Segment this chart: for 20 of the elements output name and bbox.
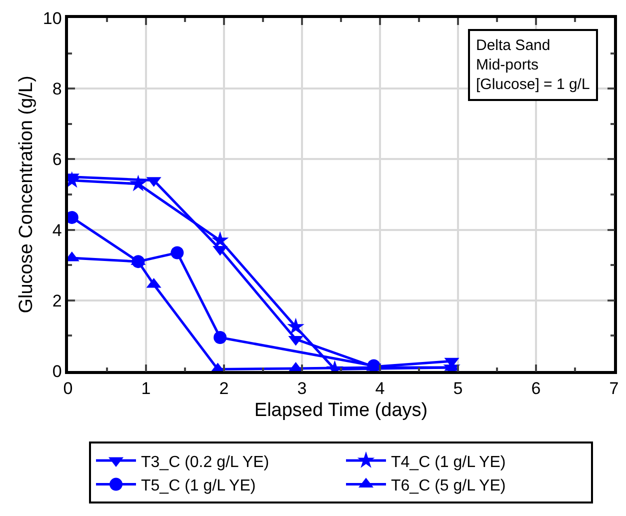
y-tick-label: 6 (52, 150, 62, 170)
legend-label: T6_C (5 g/L YE) (391, 478, 506, 495)
y-tick-label: 4 (52, 220, 62, 240)
x-tick-label: 6 (531, 379, 541, 398)
legend-label: T3_C (0.2 g/L YE) (141, 454, 270, 471)
x-tick-label: 4 (375, 379, 385, 398)
legend-label: T4_C (1 g/L YE) (391, 454, 506, 471)
x-tick-label: 5 (453, 379, 463, 398)
y-tick-label: 8 (52, 80, 62, 99)
x-tick-label: 3 (297, 379, 307, 398)
x-tick-label: 2 (219, 379, 229, 398)
y-tick-label: 2 (52, 291, 62, 310)
legend-label: T5_C (1 g/L YE) (141, 478, 256, 495)
annotation: Delta Sand Mid-ports [Glucose] = 1 g/L (476, 37, 590, 93)
x-axis-title: Elapsed Time (days) (254, 400, 428, 421)
x-tick-label: 7 (609, 379, 619, 398)
y-tick-label: 10 (42, 8, 62, 28)
x-tick-label: 1 (141, 379, 151, 398)
y-axis-title: Glucose Concentration (g/L) (16, 76, 37, 314)
y-tick-label: 0 (52, 362, 62, 381)
